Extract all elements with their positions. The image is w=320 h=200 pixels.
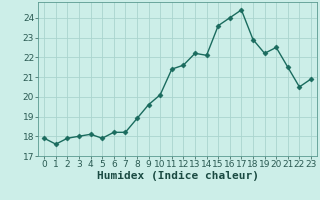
X-axis label: Humidex (Indice chaleur): Humidex (Indice chaleur): [97, 171, 259, 181]
